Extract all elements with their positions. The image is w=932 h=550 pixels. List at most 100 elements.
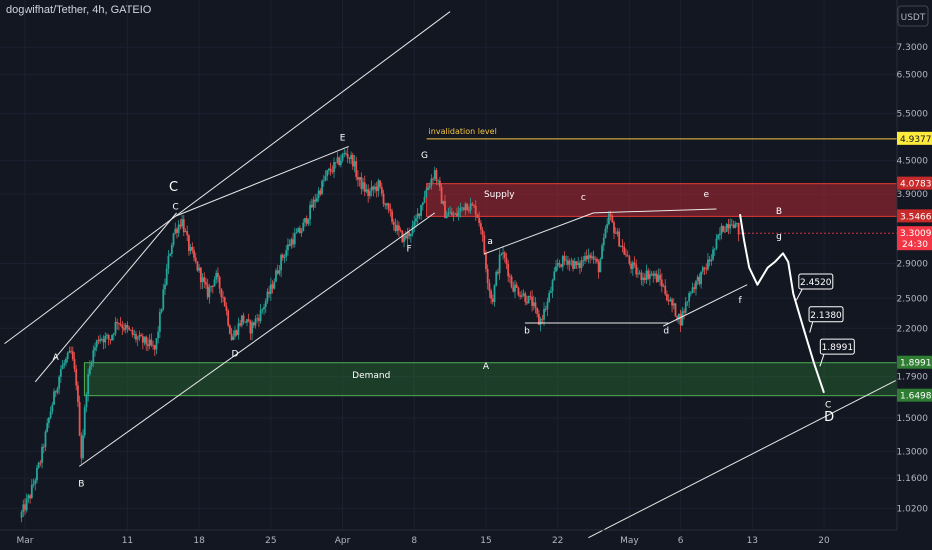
candle-body xyxy=(302,222,305,232)
candle-body xyxy=(87,374,90,395)
candle-body xyxy=(633,262,636,265)
candle-body xyxy=(672,303,675,306)
candle-body xyxy=(59,369,62,377)
candle-body xyxy=(619,245,622,247)
candle-body xyxy=(712,249,714,260)
current-price-value: 3.3009 xyxy=(900,229,932,239)
candle-body xyxy=(143,336,146,343)
candle-body xyxy=(536,307,539,314)
candle-body xyxy=(39,462,42,464)
candle-body xyxy=(189,246,192,252)
currency-button[interactable]: USDT xyxy=(897,5,929,27)
candle-body xyxy=(252,322,255,326)
wave-label: F xyxy=(407,245,412,255)
candle-body xyxy=(368,191,371,196)
candle-body xyxy=(406,232,409,239)
callout-value: 1.8991 xyxy=(822,343,854,353)
candle-body xyxy=(681,311,684,326)
candle-body xyxy=(411,225,414,234)
price-tag xyxy=(897,209,932,223)
candle-body xyxy=(671,299,673,306)
candle-body xyxy=(597,261,600,273)
candle-body xyxy=(703,267,706,269)
price-tag-text: 1.8991 xyxy=(900,359,932,369)
candle-body xyxy=(481,229,484,236)
candle-body xyxy=(722,225,725,232)
candle-body xyxy=(126,324,129,328)
candle-body xyxy=(218,276,221,289)
candle-body xyxy=(128,327,131,330)
candle-body xyxy=(423,196,426,203)
candle-body xyxy=(399,230,402,231)
candle-body xyxy=(575,261,578,266)
grid xyxy=(0,0,897,530)
candle-body xyxy=(471,203,474,206)
candle-body xyxy=(217,272,219,277)
candle-body xyxy=(430,178,433,186)
candle-body xyxy=(358,177,361,180)
candle-body xyxy=(220,288,223,298)
invalidation-label: invalidation level xyxy=(429,127,497,136)
candle-body xyxy=(526,301,528,304)
candle-body xyxy=(524,293,527,302)
candle-body xyxy=(631,262,634,269)
candle-body xyxy=(353,161,356,167)
candle-body xyxy=(420,204,422,216)
time-tick: 22 xyxy=(552,536,563,546)
candle-body xyxy=(730,224,733,226)
candle-body xyxy=(469,203,472,211)
candle-body xyxy=(701,267,704,272)
candle-body xyxy=(602,237,605,246)
candle-body xyxy=(44,431,47,448)
countdown-value: 24:30 xyxy=(902,240,928,250)
candle-body xyxy=(331,171,334,173)
candle-body xyxy=(449,212,452,214)
candle-body xyxy=(293,233,296,245)
candle-body xyxy=(435,170,438,181)
candle-body xyxy=(199,267,202,283)
candle-body xyxy=(65,358,67,363)
candle-body xyxy=(725,224,728,232)
trend-line xyxy=(662,284,748,327)
candle-body xyxy=(543,308,545,320)
wave-label: g xyxy=(776,232,782,242)
candle-body xyxy=(157,331,160,339)
trend-lines xyxy=(4,11,896,539)
price-tag-text: 4.0783 xyxy=(900,180,932,190)
time-tick: Apr xyxy=(335,536,351,546)
candle-body xyxy=(145,336,148,345)
candle-body xyxy=(41,446,43,463)
currency-label: USDT xyxy=(901,13,926,23)
candle-body xyxy=(611,216,614,223)
candle-body xyxy=(116,322,119,324)
candle-body xyxy=(478,217,481,224)
candle-body xyxy=(732,224,735,229)
price-axis: 7.3000 6.5000 5.5000 4.5000 3.9000 2.9000 2.50… xyxy=(896,0,932,550)
candle-body xyxy=(357,177,359,180)
candle-body xyxy=(281,254,284,258)
candle-body xyxy=(486,269,489,284)
candle-body xyxy=(114,322,117,334)
candle-body xyxy=(251,322,253,334)
candle-body xyxy=(724,231,726,233)
candle-body xyxy=(148,339,151,347)
zones: Supply Demand invalidation level xyxy=(83,127,898,397)
candle-body xyxy=(49,411,52,418)
candle-body xyxy=(623,247,626,255)
candle-body xyxy=(203,277,206,283)
forecast-path xyxy=(739,214,825,394)
chart-title: dogwifhat/Tether, 4h, GATEIO xyxy=(6,4,152,16)
wave-label: G xyxy=(421,151,428,161)
candle-body xyxy=(290,239,293,246)
candle-body xyxy=(444,201,446,219)
demand-zone xyxy=(83,362,898,397)
candle-body xyxy=(184,231,187,233)
candle-body xyxy=(48,417,50,424)
trend-line xyxy=(483,212,594,255)
candle-body xyxy=(404,235,407,239)
candle-body xyxy=(606,224,609,229)
candle-body xyxy=(604,228,607,238)
candle-body xyxy=(80,435,83,459)
